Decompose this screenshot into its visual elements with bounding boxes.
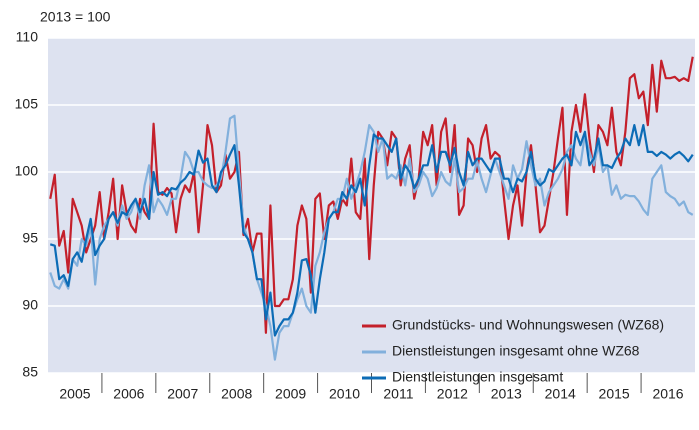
x-tick-label: 2013 <box>491 386 522 402</box>
x-tick-label: 2016 <box>652 386 683 402</box>
x-tick-label: 2010 <box>329 386 360 402</box>
y-tick-label: 105 <box>15 96 39 112</box>
y-tick-label: 100 <box>15 163 39 179</box>
x-tick-label: 2005 <box>59 386 90 402</box>
legend-label: Grundstücks- und Wohnungswesen (WZ68) <box>392 317 664 333</box>
chart-title: 2013 = 100 <box>40 9 111 25</box>
x-tick-label: 2009 <box>275 386 306 402</box>
series-line <box>49 56 694 334</box>
legend-label: Dienstleistungen insgesamt <box>392 369 563 385</box>
x-tick-label: 2014 <box>545 386 576 402</box>
x-tick-label: 2007 <box>167 386 198 402</box>
x-tick-label: 2006 <box>113 386 144 402</box>
y-tick-label: 110 <box>16 29 39 45</box>
x-tick-label: 2015 <box>599 386 630 402</box>
x-tick-label: 2008 <box>221 386 252 402</box>
x-tick-label: 2012 <box>437 386 468 402</box>
y-tick-label: 90 <box>22 297 38 313</box>
y-tick-label: 85 <box>22 364 38 380</box>
y-tick-label: 95 <box>22 230 38 246</box>
series-line <box>49 124 694 337</box>
legend-label: Dienstleistungen insgesamt ohne WZ68 <box>392 343 640 359</box>
x-tick-label: 2011 <box>383 386 413 402</box>
